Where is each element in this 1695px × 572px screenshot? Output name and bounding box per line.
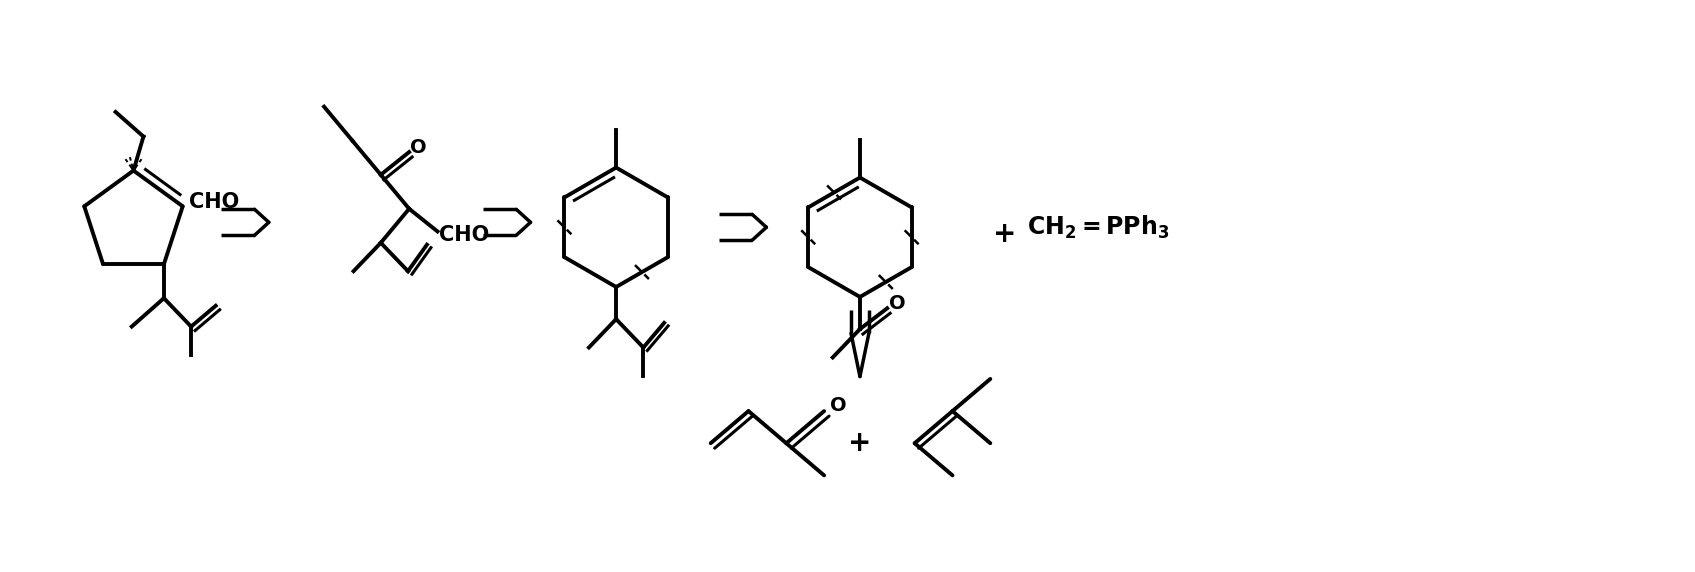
Text: +: + (993, 220, 1015, 248)
Text: +: + (848, 429, 871, 457)
Text: O: O (410, 138, 427, 157)
Text: CHO: CHO (188, 192, 239, 212)
Text: $\mathbf{CH_2{=}PPh_3}$: $\mathbf{CH_2{=}PPh_3}$ (1027, 214, 1170, 241)
Text: O: O (888, 294, 905, 313)
Text: CHO: CHO (439, 225, 488, 245)
Text: O: O (831, 396, 848, 415)
